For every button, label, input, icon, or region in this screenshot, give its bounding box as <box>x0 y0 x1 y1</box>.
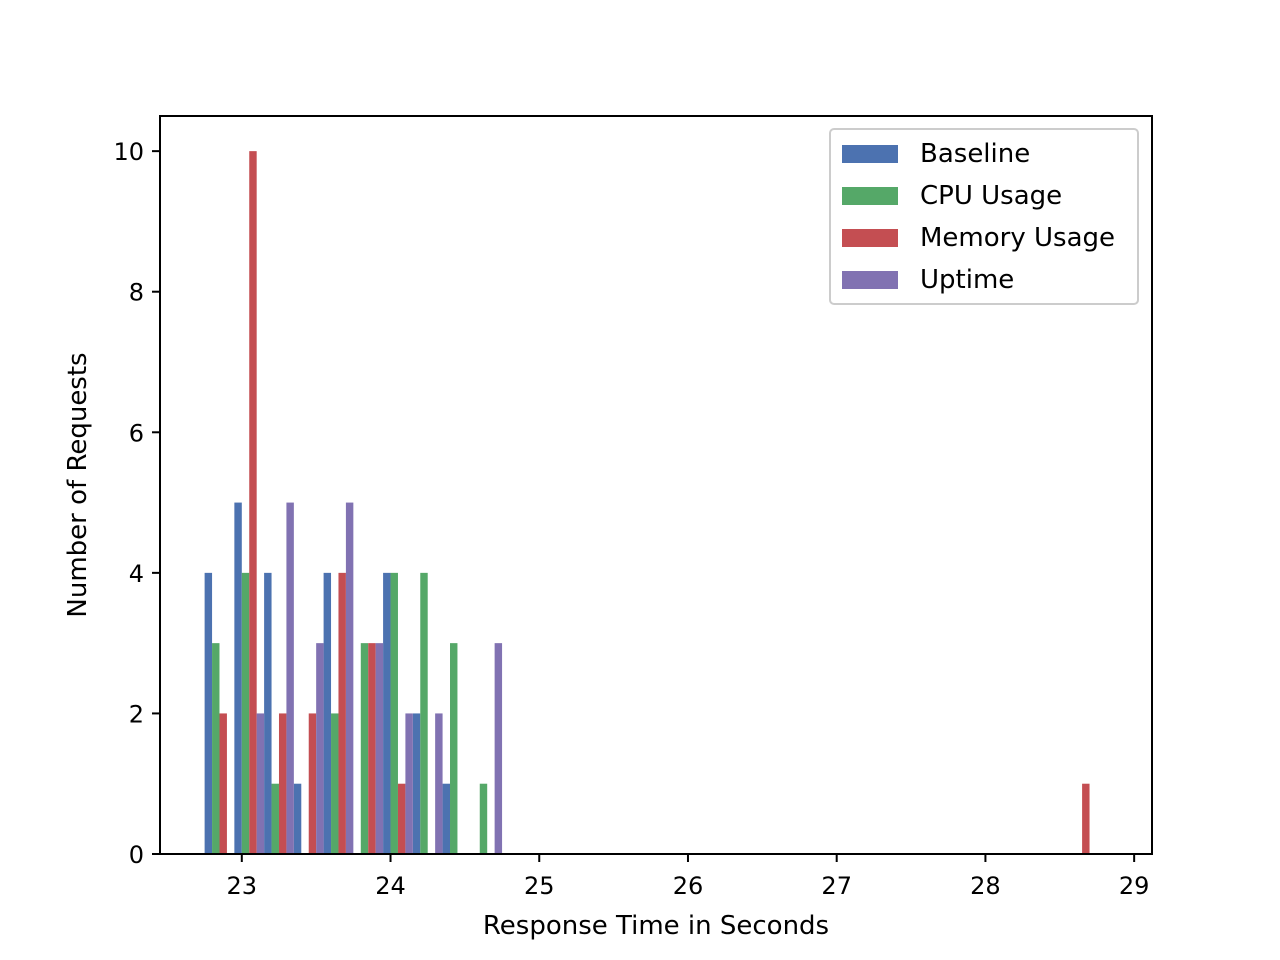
legend-label-uptime: Uptime <box>920 265 1014 295</box>
x-tick-label: 28 <box>970 872 1001 900</box>
y-tick-label: 8 <box>129 279 144 307</box>
bar-cpu-usage <box>212 643 220 854</box>
bar-cpu-usage <box>331 713 339 854</box>
x-tick-label: 26 <box>673 872 704 900</box>
y-axis-ticks: 0 2 4 6 8 10 <box>113 138 160 869</box>
legend-swatch-baseline <box>842 145 898 163</box>
y-tick-label: 10 <box>113 138 144 166</box>
y-tick-label: 4 <box>129 560 144 588</box>
bar-cpu-usage <box>360 643 369 854</box>
bar-uptime <box>494 643 503 854</box>
bar-memory-usage <box>368 643 376 854</box>
bar-baseline <box>264 572 272 854</box>
bar-memory-usage <box>249 151 257 854</box>
bar-uptime <box>375 643 384 854</box>
legend-label-cpu-usage: CPU Usage <box>920 181 1062 211</box>
bar-memory-usage <box>338 572 346 854</box>
bar-uptime <box>286 502 294 854</box>
bar-baseline <box>234 502 242 854</box>
legend-swatch-cpu-usage <box>842 187 898 205</box>
legend-label-memory-usage: Memory Usage <box>920 223 1115 253</box>
bar-uptime <box>345 502 354 854</box>
y-axis-label: Number of Requests <box>63 352 93 617</box>
legend-label-baseline: Baseline <box>920 139 1030 169</box>
bar-baseline <box>383 572 391 854</box>
legend: Baseline CPU Usage Memory Usage Uptime <box>829 128 1139 305</box>
bar-baseline <box>323 572 332 854</box>
x-tick-label: 25 <box>524 872 555 900</box>
bar-uptime <box>435 713 443 854</box>
bars-group <box>204 151 1090 854</box>
bar-cpu-usage <box>450 643 458 854</box>
legend-swatch-uptime <box>842 271 898 289</box>
bar-memory-usage <box>397 783 406 854</box>
bar-cpu-usage <box>390 572 398 854</box>
bar-memory-usage <box>1082 783 1090 854</box>
bar-memory-usage <box>278 713 287 854</box>
bar-baseline <box>442 783 451 854</box>
bar-uptime <box>316 643 324 854</box>
y-tick-label: 6 <box>129 419 144 447</box>
bar-cpu-usage <box>241 572 250 854</box>
bar-cpu-usage <box>479 783 488 854</box>
plot-area-frame <box>159 115 1153 855</box>
bar-baseline <box>204 572 213 854</box>
x-tick-label: 29 <box>1119 872 1150 900</box>
bar-memory-usage <box>308 713 317 854</box>
bar-cpu-usage <box>420 572 428 854</box>
y-tick-label: 2 <box>129 700 144 728</box>
legend-swatch-memory-usage <box>842 229 898 247</box>
bar-memory-usage <box>219 713 227 854</box>
legend-frame <box>829 128 1139 305</box>
x-tick-label: 23 <box>227 872 258 900</box>
bar-baseline <box>293 783 302 854</box>
x-tick-label: 24 <box>375 872 406 900</box>
x-tick-label: 27 <box>821 872 852 900</box>
x-axis-label: Response Time in Seconds <box>483 911 829 941</box>
bar-cpu-usage <box>271 783 279 854</box>
x-axis-ticks: 23 24 25 26 27 28 29 <box>227 854 1150 900</box>
bar-uptime <box>256 713 265 854</box>
bar-baseline <box>412 713 421 854</box>
y-tick-label: 0 <box>129 841 144 869</box>
bar-uptime <box>405 713 413 854</box>
